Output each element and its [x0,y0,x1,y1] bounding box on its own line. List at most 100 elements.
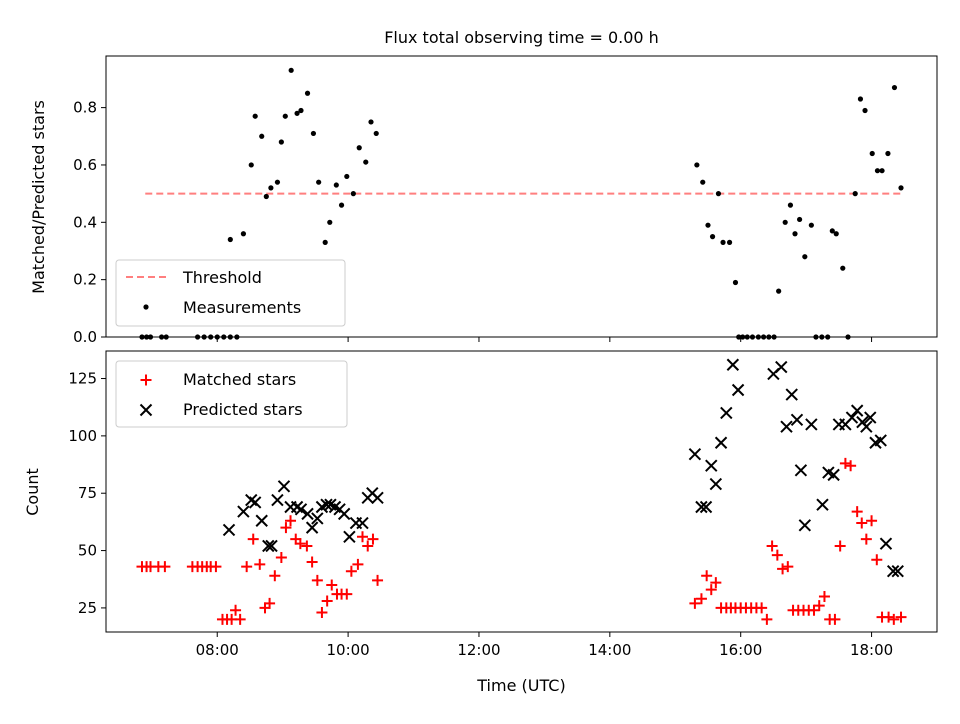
x-tick-label: 14:00 [588,641,631,659]
matched-star-point [345,565,357,577]
predicted-star-point [371,491,384,505]
measurement-point [304,90,311,96]
matched-star-point [285,515,297,527]
measurement-point [829,228,835,234]
measurement-point [322,239,328,245]
ratio-panel-x-ticks [216,337,873,342]
matched-star-point [321,595,333,607]
matched-star-point [813,600,825,612]
predicted-star-point [714,436,728,449]
matched-star-point [888,613,900,625]
matched-star-point [701,570,713,582]
legend-measurements-swatch [143,304,149,310]
matched-star-point [326,579,338,591]
y-tick-label: 0.8 [73,99,97,117]
predicted-star-point [265,539,278,553]
y-tick-label: 0.0 [73,328,97,346]
predicted-star-point [255,514,268,527]
measurement-point [298,107,304,114]
predicted-star-point [271,493,284,507]
predicted-star-point [720,406,733,420]
predicted-star-point [262,539,275,553]
predicted-star-point [775,360,788,374]
matched-star-point [241,561,253,573]
matched-star-point [352,558,364,570]
predicted-star-point [688,448,702,461]
ratio-panel-y-axis-label: Matched/Predicted stars [29,100,48,294]
predicted-star-point [731,383,745,397]
measurement-point [700,179,706,185]
measurement-point [694,162,700,168]
predicted-star-point [699,500,713,514]
measurement-point [316,179,322,185]
matched-star-point [159,561,171,573]
measurement-point [833,231,839,237]
matched-star-point [247,533,259,545]
matched-star-point [845,460,857,472]
predicted-star-point [891,565,904,578]
measurement-point [294,110,300,116]
measurement-point [808,222,814,228]
measurement-point [862,107,868,114]
predicted-star-point [827,468,840,482]
measurement-point [252,113,258,119]
measurement-point [344,173,350,180]
measurement-point [869,150,875,157]
legend-matched-swatch [140,374,152,386]
measurement-point [240,231,247,237]
predicted-star-point [886,565,900,578]
ratio-panel-title: Flux total observing time = 0.00 h [384,28,659,47]
measurement-point [891,84,898,91]
measurement-point [796,216,803,223]
measurement-point [787,202,794,208]
count-panel: 08:00 10:00 12:00 14:00 16:00 18:00 25 50 75 100… [23,350,938,695]
measurement-point [368,119,374,125]
predicted-star-point [705,459,718,472]
predicted-star-point [311,512,324,525]
predicted-star-point [850,404,864,417]
matched-star-point [316,607,328,619]
matched-star-point [766,540,778,552]
matched-star-point [306,556,318,568]
predicted-star-point [798,519,812,532]
matched-star-point [275,551,287,563]
ratio-panel-legend: Threshold Measurements [115,259,346,327]
legend-matched-label: Matched stars [183,370,296,389]
matched-star-point [311,574,323,586]
predicted-star-point [709,477,723,491]
matched-star-point [280,522,292,534]
ratio-panel-frame [105,55,938,338]
predicted-star-point [780,420,793,433]
legend-threshold-label: Threshold [182,268,262,287]
predicted-star-point [337,507,351,521]
measurement-point [715,191,722,197]
matched-star-point [851,506,863,518]
predicted-star-point [860,420,873,433]
count-panel-y-axis-label: Count [23,468,42,516]
matched-star-point [856,517,868,529]
matched-star-point [756,602,768,614]
y-tick-label: 125 [68,370,97,388]
predicted-star-point [845,411,859,424]
measurement-point [879,168,885,174]
measurement-point [732,279,739,286]
measurement-point [356,145,362,151]
y-tick-label: 0.4 [73,213,97,231]
measurement-point [709,234,716,240]
matched-star-point [362,540,374,552]
matched-star-point [372,574,384,586]
measurement-point [373,130,379,137]
ratio-panel-marks [139,67,904,340]
legend-predicted-label: Predicted stars [183,400,303,419]
y-tick-label: 25 [78,599,97,617]
y-tick-label: 50 [78,542,97,560]
predicted-star-point [790,413,804,427]
measurement-point [885,150,891,157]
measurement-point [852,191,858,197]
measurement-point [259,133,265,139]
count-panel-y-ticks: 25 50 75 100 125 [68,370,106,617]
matched-star-point [839,457,851,469]
measurement-point [248,162,254,168]
measurement-point [898,185,904,191]
